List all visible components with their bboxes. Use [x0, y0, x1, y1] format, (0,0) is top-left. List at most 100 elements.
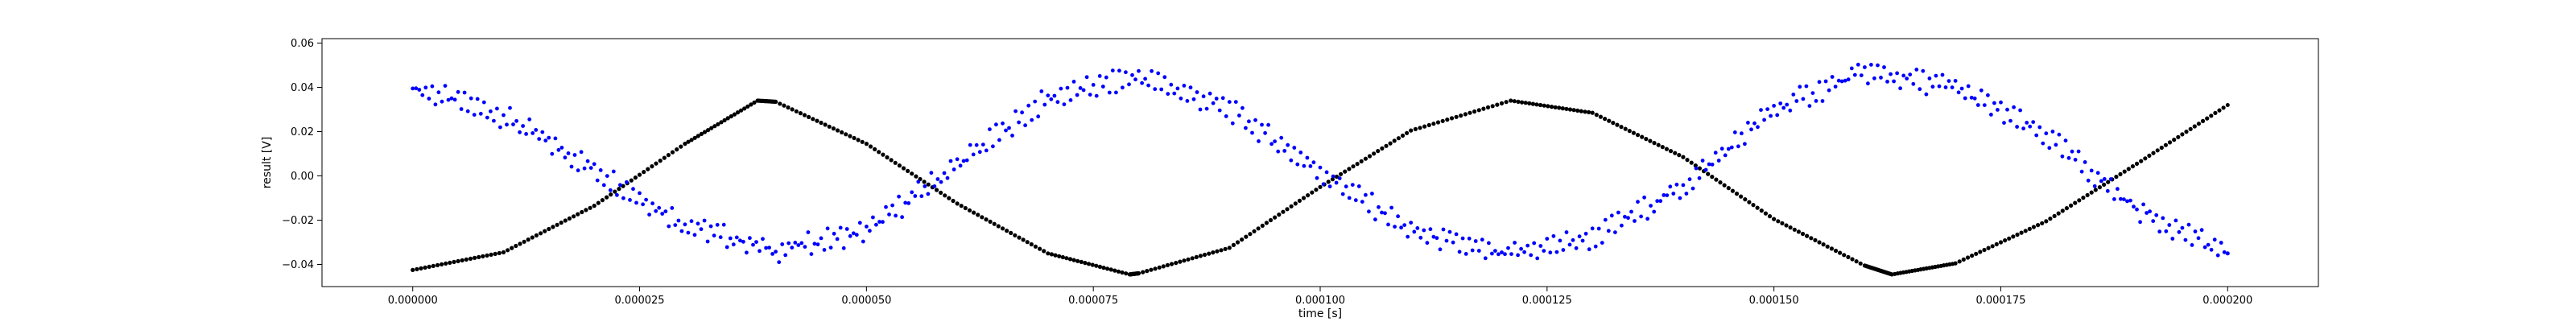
data-point [2097, 185, 2102, 190]
data-point [2118, 171, 2123, 176]
data-point [2066, 155, 2071, 160]
data-point [1476, 249, 1481, 253]
data-point [864, 142, 869, 147]
data-point [2122, 169, 2127, 174]
data-point [1571, 237, 1575, 242]
data-point [598, 168, 603, 172]
data-point [419, 266, 423, 270]
data-point [1289, 158, 1294, 163]
data-point [2114, 175, 2119, 180]
data-point [423, 85, 428, 90]
data-point [2205, 116, 2210, 121]
data-point [2180, 225, 2185, 230]
data-point [942, 171, 947, 175]
x-tick-label: 0.000050 [841, 295, 891, 307]
data-point [812, 242, 817, 246]
data-point [1425, 241, 1430, 246]
data-point [1351, 164, 1356, 169]
data-point [592, 162, 597, 167]
data-point [923, 184, 927, 188]
data-point [1503, 252, 1507, 257]
data-point [1681, 155, 1686, 159]
data-point [860, 139, 865, 144]
data-point [675, 147, 679, 152]
data-point [1372, 151, 1377, 156]
data-point [1895, 71, 1900, 76]
data-point [1174, 261, 1179, 266]
data-point [1833, 85, 1838, 89]
data-point [861, 239, 865, 244]
data-point [1017, 120, 1021, 125]
data-point [1921, 68, 1926, 73]
data-point [964, 158, 969, 163]
data-point [2079, 169, 2084, 174]
data-point [1292, 146, 1297, 150]
data-point [1965, 255, 1971, 260]
data-point [1763, 211, 1768, 216]
data-point [521, 124, 525, 128]
data-point [673, 223, 678, 227]
data-point [497, 250, 502, 255]
data-point [868, 144, 873, 149]
data-point [550, 151, 555, 156]
data-point [1194, 254, 1199, 259]
data-point [1480, 237, 1484, 242]
data-point [2176, 134, 2181, 139]
data-point [1308, 164, 1313, 168]
data-point [906, 201, 911, 205]
data-point [1483, 256, 1488, 261]
data-point [431, 263, 436, 268]
data-point [1522, 250, 1526, 254]
data-point [1859, 73, 1864, 77]
data-point [1762, 118, 1767, 122]
y-tick-label: 0.00 [291, 171, 314, 183]
data-point [2018, 108, 2023, 113]
data-point [2015, 232, 2020, 237]
data-point [1953, 79, 1958, 83]
data-point [865, 225, 869, 229]
data-point [2081, 196, 2086, 200]
data-point [1285, 207, 1290, 212]
data-point [2209, 247, 2214, 252]
data-point [1293, 201, 1298, 206]
data-point [1130, 72, 1134, 77]
data-point [1820, 99, 1825, 103]
data-point [2102, 177, 2107, 181]
data-point [556, 147, 561, 152]
data-point [2145, 211, 2149, 215]
data-point [1000, 226, 1005, 231]
x-tick-label: 0.000075 [1068, 295, 1118, 307]
data-point [1120, 270, 1125, 275]
data-point [1534, 102, 1539, 107]
data-point [634, 200, 638, 205]
data-point [900, 215, 904, 220]
data-point [1376, 149, 1381, 154]
data-point [2122, 197, 2126, 202]
data-point [493, 251, 497, 256]
data-point [1449, 116, 1455, 121]
data-point [1373, 217, 1377, 222]
data-point [1590, 226, 1595, 231]
data-point [1809, 236, 1814, 241]
data-point [948, 159, 953, 163]
data-point [1950, 85, 1955, 89]
data-point [2015, 125, 2020, 129]
data-point [2221, 105, 2226, 110]
data-point [2143, 156, 2148, 161]
data-point [1055, 100, 1060, 105]
data-point [1179, 96, 1183, 101]
data-point [1007, 126, 1011, 130]
data-point [885, 155, 890, 160]
data-point [1611, 121, 1616, 126]
data-point [1678, 196, 1682, 200]
data-point [1593, 244, 1598, 249]
data-point [566, 151, 571, 155]
data-point [440, 99, 444, 104]
data-point [1652, 141, 1657, 146]
data-point [1545, 237, 1550, 241]
data-point [1146, 83, 1150, 88]
data-point [1256, 226, 1261, 231]
data-point [1396, 136, 1401, 141]
data-point [427, 97, 431, 101]
data-point [751, 242, 755, 247]
